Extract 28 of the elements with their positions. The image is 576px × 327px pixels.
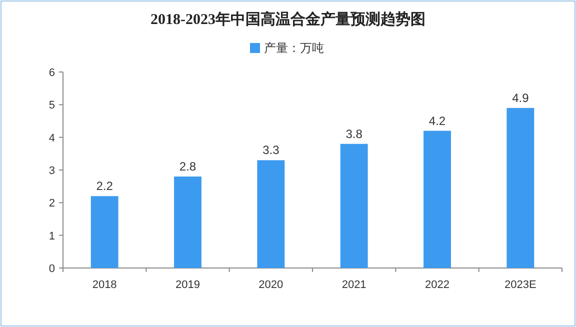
data-label: 2.8: [179, 160, 196, 174]
y-tick-label: 5: [48, 100, 55, 112]
bar: [340, 144, 368, 268]
bar: [174, 176, 202, 268]
y-tick-label: 1: [48, 230, 55, 242]
x-tick-label: 2019: [176, 279, 200, 291]
data-label: 2.2: [96, 179, 114, 194]
bar: [424, 130, 451, 268]
data-label: 4.2: [428, 114, 446, 128]
bar: [90, 196, 118, 268]
x-tick-label: 2021: [342, 279, 366, 291]
legend-label: 产量：万吨: [264, 41, 324, 55]
data-label: 3.3: [262, 143, 280, 158]
x-tick-label: 2020: [258, 279, 284, 291]
legend: 产量：万吨: [250, 41, 324, 55]
y-tick-label: 6: [48, 67, 55, 79]
y-tick-label: 3: [48, 165, 55, 177]
data-label: 3.8: [346, 126, 363, 141]
data-label: 4.9: [512, 90, 530, 105]
y-tick-label: 0: [48, 263, 55, 275]
y-tick-label: 4: [48, 132, 55, 144]
bar: [257, 160, 285, 268]
x-tick-label: 2022: [425, 279, 450, 291]
title: 2018-2023年中国高温合金产量预测趋势图: [150, 12, 426, 28]
y-tick-label: 2: [48, 198, 55, 210]
x-tick-label: 2023E: [504, 279, 536, 291]
bar: [506, 108, 534, 268]
x-tick-label: 2018: [92, 279, 117, 291]
